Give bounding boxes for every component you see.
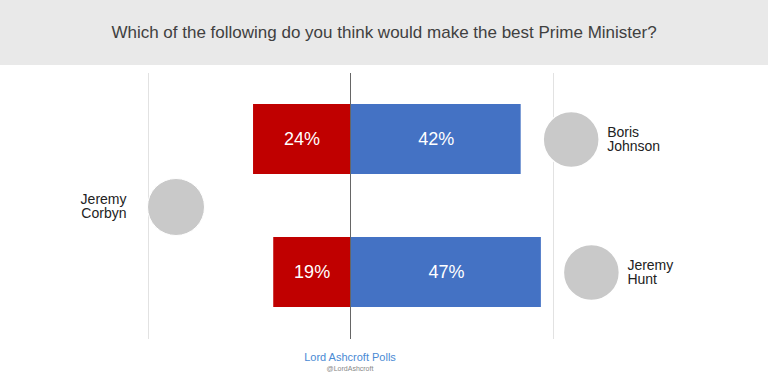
svg-text:19%: 19% (294, 262, 330, 282)
html-text:@LordAshcroft: @LordAshcroft (326, 365, 374, 372)
svg-text:42%: 42% (418, 129, 454, 149)
svg-text:JeremyHunt: JeremyHunt (627, 257, 673, 287)
html-text:Which of the following do you: Which of the following do you think woul… (111, 22, 657, 42)
svg-text:BorisJohnson: BorisJohnson (607, 124, 660, 154)
svg-text:24%: 24% (284, 129, 320, 149)
html-text:Lord Ashcroft Polls: Lord Ashcroft Polls (304, 351, 396, 363)
svg-text:47%: 47% (428, 262, 464, 282)
svg-text:JeremyCorbyn: JeremyCorbyn (81, 191, 127, 221)
